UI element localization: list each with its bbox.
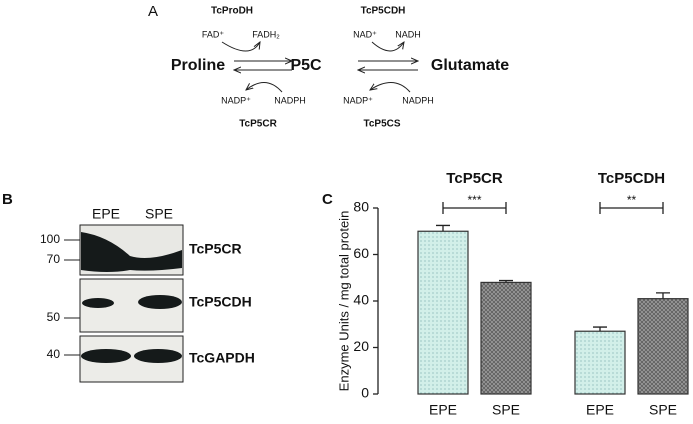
panel-label: C (322, 191, 333, 208)
x-tick-label: SPE (492, 402, 520, 418)
cofactor: FADH₂ (252, 29, 280, 39)
lane-label: SPE (145, 206, 173, 222)
significance: *** (467, 193, 481, 207)
cofactor: NADPH (274, 95, 306, 105)
error-bar (593, 326, 607, 332)
bar (417, 230, 469, 395)
marker-ticks (64, 239, 80, 356)
panel-label: B (2, 191, 13, 208)
enzyme: TcP5CS (363, 119, 400, 130)
mw-marker: 70 (47, 252, 61, 266)
y-tick-label: 80 (353, 199, 369, 215)
bar (574, 330, 626, 395)
blot-label: TcGAPDH (189, 350, 255, 366)
cofactor: NAD⁺ (353, 29, 377, 39)
x-tick-label: EPE (429, 402, 457, 418)
y-tick-label: 20 (353, 338, 369, 354)
lane-label: EPE (92, 206, 120, 222)
mw-marker: 40 (47, 347, 61, 361)
blot-label: TcP5CR (189, 241, 242, 257)
enzyme: TcP5CR (239, 119, 277, 130)
panel-label: A (148, 3, 158, 20)
error-bar (499, 279, 513, 283)
bands (81, 232, 182, 363)
significance: ** (627, 193, 637, 207)
enzyme: TcP5CDH (361, 6, 406, 17)
arrows (221, 42, 418, 93)
y-axis-title: Enzyme Units / mg total protein (336, 211, 351, 392)
metabolite: P5C (290, 57, 322, 74)
bar (480, 281, 532, 395)
cofactor: NADH (395, 29, 421, 39)
cofactor: NADP⁺ (221, 95, 251, 105)
significance-bracket (442, 202, 507, 214)
error-bar (436, 224, 450, 232)
mw-marker: 50 (47, 310, 61, 324)
significance-bracket (599, 202, 664, 214)
y-tick-label: 60 (353, 245, 369, 261)
cofactor: NADPH (402, 95, 434, 105)
error-bar (656, 292, 670, 299)
panel-c: C Enzyme Units / mg total protein 0 20 40 6… (322, 170, 689, 418)
x-tick-label: SPE (649, 402, 677, 418)
group-label: TcP5CDH (598, 170, 665, 187)
enzyme: TcProDH (211, 6, 253, 17)
panel-b: B EPE SPE 100 70 50 40 TcP5CR TcP5CDH Tc… (2, 191, 255, 383)
y-tick-label: 0 (361, 385, 369, 401)
group-label: TcP5CR (446, 170, 503, 187)
metabolite: Proline (171, 57, 225, 74)
bar (637, 298, 689, 395)
panel-a: A TcProDH TcP5CDH FAD⁺ FADH₂ NAD⁺ NADH P… (148, 3, 509, 130)
y-tick-label: 40 (353, 292, 369, 308)
x-tick-label: EPE (586, 402, 614, 418)
blot-label: TcP5CDH (189, 294, 252, 310)
mw-marker: 100 (40, 232, 60, 246)
metabolite: Glutamate (431, 57, 509, 74)
cofactor: FAD⁺ (202, 29, 225, 39)
cofactor: NADP⁺ (343, 95, 373, 105)
